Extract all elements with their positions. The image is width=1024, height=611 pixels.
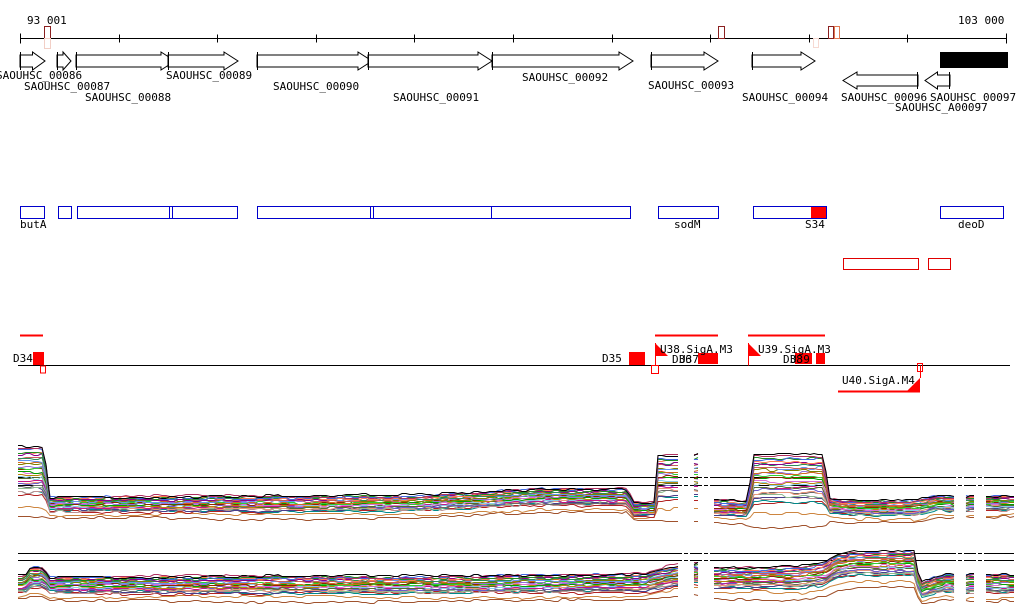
red-outline-box[interactable] [928,258,951,270]
gene-label: SAOUHSC_00086 [0,69,83,82]
gene-label: SAOUHSC_00090 [273,80,360,93]
expression-trace [18,510,1015,529]
expression-trace [18,445,1014,504]
gene-label: SAOUHSC_00091 [393,91,480,104]
blue-feature-box[interactable] [658,206,719,219]
ruler-start-coordinate: 93 001 [27,14,67,27]
ruler-end-coordinate: 103 000 [958,14,1005,27]
blue-feature-box[interactable] [753,206,827,219]
coverage-gap [956,444,964,548]
gene-label: SAOUHSC_00087 [24,80,111,93]
expression-trace [18,477,1014,515]
signal-label: D36 [672,353,692,366]
blue-feature-box[interactable] [58,206,72,219]
signal-label: D38 [783,353,803,366]
red-fill-segment[interactable] [811,207,826,218]
signal-marker[interactable] [698,353,718,364]
coverage-gap [976,444,984,548]
signal-label: U39 [790,353,810,366]
tss-flag-icon[interactable] [748,343,761,356]
gene-arrow[interactable] [751,51,816,71]
expression-trace [18,448,1014,505]
expression-trace [17,580,1014,603]
gene-label: SAOUHSC_A00097 [895,101,988,114]
gene-arrow[interactable] [19,51,46,71]
blue-feature-box[interactable] [940,206,1004,219]
signal-small-marker[interactable] [40,365,46,374]
signal-small-marker[interactable] [651,365,659,374]
signal-label: D35 [602,352,622,365]
gene-black-box[interactable] [940,52,1008,68]
signal-label: U37 [679,353,699,366]
gene-label: SAOUHSC_00097 [930,91,1017,104]
red-outline-box[interactable] [843,258,919,270]
blue-feature-box[interactable] [20,206,45,219]
signal-marker[interactable] [816,353,825,364]
gene-label: SAOUHSC_00092 [522,71,609,84]
feature-label: S34 [805,218,825,231]
signal-label: U38.SigA.M3 [660,343,733,356]
feature-label: deoD [958,218,985,231]
expression-trace [18,562,1014,591]
tss-flag-icon[interactable] [655,343,668,356]
signal-marker[interactable] [33,352,44,365]
signal-label: U40.SigA.M4 [842,374,915,387]
gene-arrow[interactable] [367,51,493,71]
expression-trace [18,491,1014,517]
gene-label: SAOUHSC_00089 [166,69,253,82]
expression-trace [18,506,1015,523]
expression-trace [18,446,1014,504]
coverage-gap [702,548,710,609]
gene-label: SAOUHSC_00093 [648,79,735,92]
gene-arrow[interactable] [75,51,176,71]
coverage-gap [682,548,690,609]
signal-marker[interactable] [629,352,645,365]
gene-arrow[interactable] [491,51,634,71]
blue-feature-box[interactable] [257,206,631,219]
expression-trace [18,573,1014,599]
gene-arrow[interactable] [842,71,919,90]
coverage-gap [682,444,690,548]
coverage-gap [976,548,984,609]
gene-arrow[interactable] [924,71,951,90]
gene-label: SAOUHSC_00096 [841,91,928,104]
coverage-gap [702,444,710,548]
expression-trace [18,559,1014,588]
signal-label: U39.SigA.M3 [758,343,831,356]
expression-trace [17,457,1014,507]
gene-arrow[interactable] [650,51,719,71]
expression-trace [18,549,1014,583]
feature-label: butA [20,218,47,231]
gene-label: SAOUHSC_00094 [742,91,829,104]
expression-trace [18,551,1014,585]
gene-label: SAOUHSC_00088 [85,91,172,104]
blue-feature-box[interactable] [77,206,238,219]
ruler-marker[interactable] [828,26,834,39]
ruler-marker[interactable] [834,26,840,39]
ruler-marker[interactable] [718,26,725,39]
gene-arrow[interactable] [256,51,373,71]
expression-trace [18,551,1014,586]
tss-flag-icon[interactable] [907,378,920,391]
expression-trace [18,586,1014,605]
gene-arrow[interactable] [167,51,239,71]
ruler-marker[interactable] [813,38,819,48]
expression-trace [18,552,1014,586]
expression-trace [18,466,1014,510]
signal-marker[interactable] [795,353,812,364]
ruler-marker[interactable] [44,38,51,49]
ruler-marker[interactable] [44,26,51,39]
gene-arrow[interactable] [56,50,72,72]
coverage-gap [956,548,964,609]
signal-label: D34 [13,352,33,365]
feature-label: sodM [674,218,701,231]
